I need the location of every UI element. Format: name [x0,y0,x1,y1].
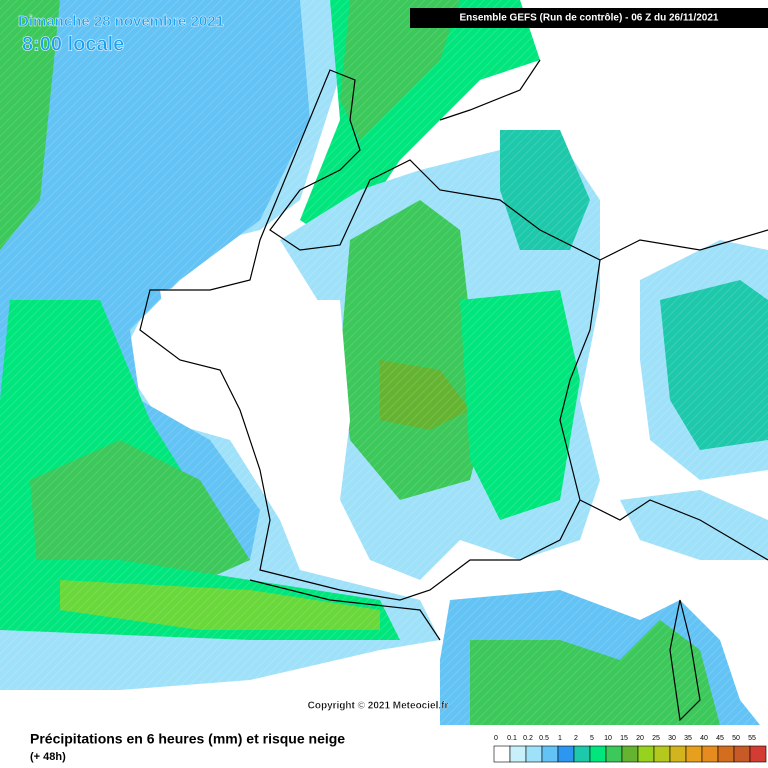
legend-swatch [557,745,575,763]
legend-label: 0 [494,735,498,742]
legend-swatch [749,745,767,763]
legend-swatch [573,745,591,763]
legend-swatch [541,745,559,763]
legend-label: 30 [668,735,676,742]
legend-label: 35 [684,735,692,742]
legend-label: 55 [748,735,756,742]
legend-label: 2 [574,735,578,742]
legend-label: 45 [716,735,724,742]
legend-swatch [605,745,623,763]
model-info: Ensemble GEFS (Run de contrôle) - 06 Z d… [460,13,719,24]
legend-swatch [669,745,687,763]
legend-swatch [685,745,703,763]
legend-swatch [717,745,735,763]
copyright: Copyright © 2021 Meteociel.fr [308,701,449,712]
legend-label: 50 [732,735,740,742]
legend-label: 25 [652,735,660,742]
legend-swatch [525,745,543,763]
precip-field [0,0,768,725]
legend-swatch [637,745,655,763]
legend-swatch [509,745,527,763]
legend-swatch [621,745,639,763]
legend-label: 15 [620,735,628,742]
legend-label: 0.1 [507,735,517,742]
legend-label: 20 [636,735,644,742]
date: Dimanche 28 novembre 2021 [18,13,224,30]
legend-swatch [653,745,671,763]
legend-label: 10 [604,735,612,742]
footer-title: Précipitations en 6 heures (mm) et risqu… [30,731,345,747]
legend-swatch [733,745,751,763]
legend-label: 40 [700,735,708,742]
footer-lead: (+ 48h) [30,751,66,763]
legend-swatch [493,745,511,763]
legend-label: 1 [558,735,562,742]
borders [139,59,768,722]
legend-label: 0.5 [539,735,549,742]
legend-label: 5 [590,735,594,742]
legend-label: 0.2 [523,735,533,742]
time: 8:00 locale [22,33,124,55]
legend-swatch [589,745,607,763]
legend: 0 0.1 0.2 0.5 1 2 5 10 15 20 25 30 35 40 45 50 55 [493,735,767,763]
legend-swatch [701,745,719,763]
